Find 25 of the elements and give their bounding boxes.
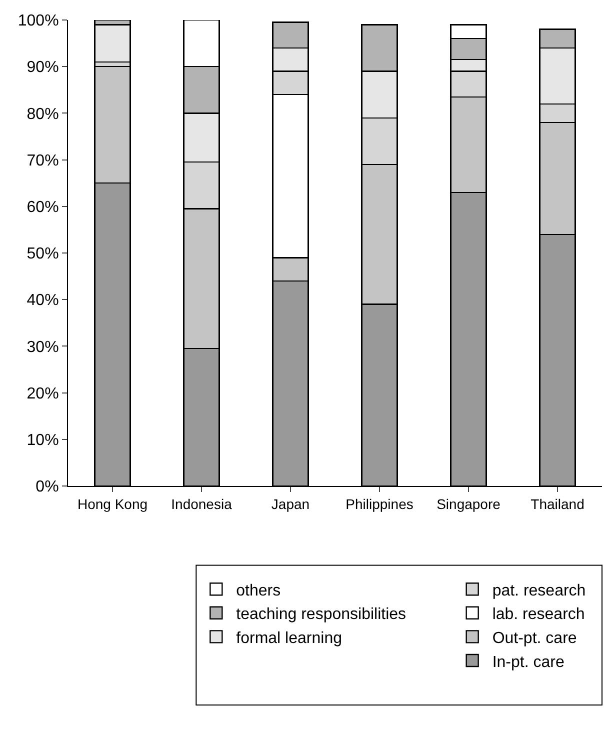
y-tick-label: 30% — [26, 338, 59, 356]
legend-label: In-pt. care — [492, 654, 564, 671]
x-tick-label: Hong Kong — [77, 496, 148, 512]
legend-label: formal learning — [236, 630, 342, 647]
x-tick-label: Indonesia — [171, 496, 232, 512]
x-tick-label: Japan — [271, 496, 310, 512]
y-tick-label: 100% — [18, 12, 59, 30]
legend-label: pat. research — [492, 582, 586, 600]
x-tick-label: Philippines — [346, 496, 414, 512]
bar — [94, 24, 131, 63]
y-tick-label: 80% — [26, 106, 59, 123]
y-tick-label: 40% — [26, 292, 59, 310]
y-tick-label: 20% — [26, 385, 59, 402]
y-tick-label: 50% — [26, 246, 59, 263]
y-tick-label: 70% — [26, 152, 59, 170]
legend-label: lab. research — [492, 606, 585, 624]
y-tick-label: 60% — [26, 199, 59, 216]
y-tick-label: 0% — [36, 478, 59, 496]
legend-label: Out-pt. care — [492, 630, 577, 647]
legend-label: others — [236, 582, 281, 600]
y-tick-label: 90% — [26, 59, 59, 76]
y-tick-label: 10% — [26, 432, 59, 449]
x-tick-label: Thailand — [530, 496, 584, 512]
legend-label: teaching responsibilities — [236, 606, 406, 624]
x-tick-label: Singapore — [436, 496, 501, 512]
